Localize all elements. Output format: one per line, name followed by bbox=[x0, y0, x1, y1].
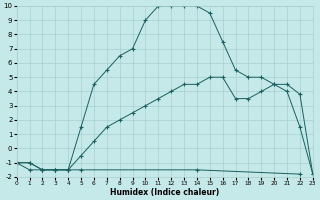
X-axis label: Humidex (Indice chaleur): Humidex (Indice chaleur) bbox=[110, 188, 219, 197]
